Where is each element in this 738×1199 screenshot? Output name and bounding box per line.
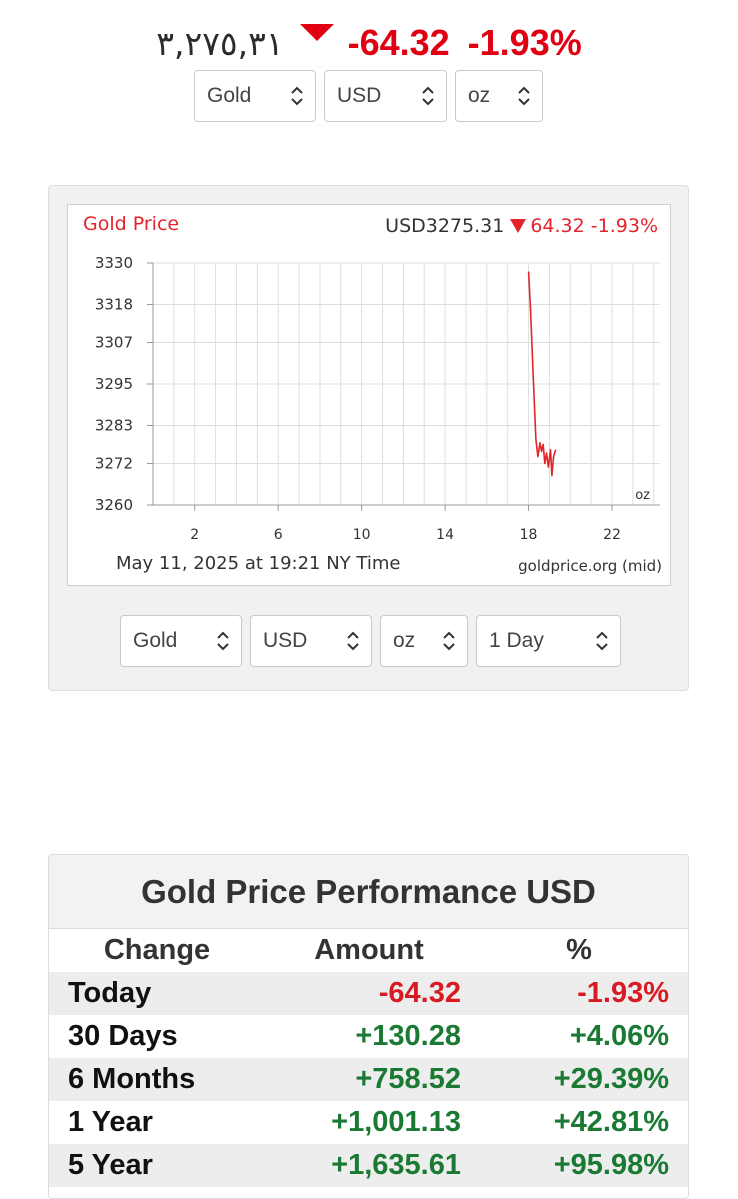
row-percent: +4.06% xyxy=(569,1020,669,1052)
down-arrow-icon xyxy=(299,24,334,41)
price-change-percent: -1.93% xyxy=(467,22,582,63)
select-chevron-icon xyxy=(518,86,530,106)
chart-quote: USD3275.31 64.32 -1.93% xyxy=(385,215,658,237)
select-chevron-icon xyxy=(443,631,455,651)
chart-unit-select[interactable]: oz xyxy=(380,615,468,667)
chart-period-select[interactable]: 1 Day xyxy=(476,615,621,667)
select-chevron-icon xyxy=(217,631,229,651)
performance-header-row: Change Amount % xyxy=(49,929,688,972)
row-label: 30 Days xyxy=(68,1020,178,1052)
select-chevron-icon xyxy=(422,86,434,106)
y-tick-label: 3318 xyxy=(95,295,133,313)
row-amount: -64.32 xyxy=(378,977,461,1009)
down-triangle-icon xyxy=(510,219,527,233)
table-row: 30 Days +130.28 +4.06% xyxy=(49,1015,688,1058)
price-local: ٣,٢٧٥,٣١ xyxy=(156,24,284,63)
chart-source: goldprice.org (mid) xyxy=(518,557,662,575)
row-amount: +1,635.61 xyxy=(331,1149,461,1181)
chart-title: Gold Price xyxy=(83,213,180,235)
x-tick-label: 2 xyxy=(190,527,199,543)
row-amount: +130.28 xyxy=(355,1020,461,1052)
unit-label: oz xyxy=(635,488,650,503)
y-tick-label: 3272 xyxy=(95,455,133,473)
price-change: -64.32 xyxy=(347,22,450,63)
chart-metal-select-value: Gold xyxy=(133,629,178,652)
row-percent: +29.39% xyxy=(553,1063,669,1095)
performance-rows: Today -64.32 -1.93% 30 Days +130.28 +4.06% 6 M… xyxy=(49,972,688,1187)
chart-period-select-value: 1 Day xyxy=(489,629,544,652)
row-label: Today xyxy=(68,977,152,1009)
unit-select[interactable]: oz xyxy=(455,70,543,122)
row-amount: +1,001.13 xyxy=(331,1106,461,1138)
chart-quote-change: 64.32 xyxy=(530,215,585,237)
x-tick-label: 6 xyxy=(274,527,283,543)
row-percent: -1.93% xyxy=(577,977,669,1009)
row-percent: +42.81% xyxy=(553,1106,669,1138)
metal-select[interactable]: Gold xyxy=(194,70,316,122)
row-label: 6 Months xyxy=(68,1063,196,1095)
y-tick-label: 3260 xyxy=(95,496,133,514)
x-tick-label: 18 xyxy=(520,527,538,543)
select-chevron-icon xyxy=(596,631,608,651)
select-chevron-icon xyxy=(347,631,359,651)
currency-select[interactable]: USD xyxy=(324,70,447,122)
x-tick-label: 22 xyxy=(603,527,621,543)
chart-currency-select-value: USD xyxy=(263,629,308,652)
column-header-percent: % xyxy=(566,934,592,966)
column-header-amount: Amount xyxy=(314,934,424,966)
price-summary: ٣,٢٧٥,٣١ -64.32 -1.93% xyxy=(0,18,738,69)
price-chart: 3260 3272 3283 3295 3307 3318 3330 2 6 10 14 18 22 oz… xyxy=(67,204,671,586)
chart-plot: 3260 3272 3283 3295 3307 3318 3330 2 6 10 14 18 22 oz xyxy=(95,254,660,543)
row-label: 5 Year xyxy=(68,1149,153,1181)
table-row: Today -64.32 -1.93% xyxy=(49,972,688,1015)
chart-unit-select-value: oz xyxy=(393,629,416,652)
chart-panel: 3260 3272 3283 3295 3307 3318 3330 2 6 10 14 18 22 oz… xyxy=(48,185,689,691)
metal-select-value: Gold xyxy=(207,84,252,107)
price-series-line xyxy=(527,271,557,477)
chart-timestamp: May 11, 2025 at 19:21 NY Time xyxy=(116,553,401,574)
chart-currency-select[interactable]: USD xyxy=(250,615,372,667)
y-tick-label: 3330 xyxy=(95,254,133,272)
row-label: 1 Year xyxy=(68,1106,153,1138)
y-tick-label: 3307 xyxy=(95,334,133,352)
table-row: 5 Year +1,635.61 +95.98% xyxy=(49,1144,688,1187)
x-tick-label: 10 xyxy=(353,527,371,543)
column-header-change: Change xyxy=(103,934,211,966)
y-tick-label: 3295 xyxy=(95,375,133,393)
chart-metal-select[interactable]: Gold xyxy=(120,615,242,667)
y-tick-label: 3283 xyxy=(95,416,133,434)
chart-quote-change-percent: -1.93% xyxy=(590,215,658,237)
row-percent: +95.98% xyxy=(553,1149,669,1181)
performance-table: Gold Price Performance USD Change Amount… xyxy=(48,854,689,1199)
table-row: 1 Year +1,001.13 +42.81% xyxy=(49,1101,688,1144)
row-amount: +758.52 xyxy=(355,1063,461,1095)
select-chevron-icon xyxy=(291,86,303,106)
unit-select-value: oz xyxy=(468,84,491,107)
currency-select-value: USD xyxy=(337,84,382,107)
x-tick-label: 14 xyxy=(436,527,454,543)
chart-quote-price: USD3275.31 xyxy=(385,215,505,237)
performance-title: Gold Price Performance USD xyxy=(49,855,688,929)
table-row: 6 Months +758.52 +29.39% xyxy=(49,1058,688,1101)
